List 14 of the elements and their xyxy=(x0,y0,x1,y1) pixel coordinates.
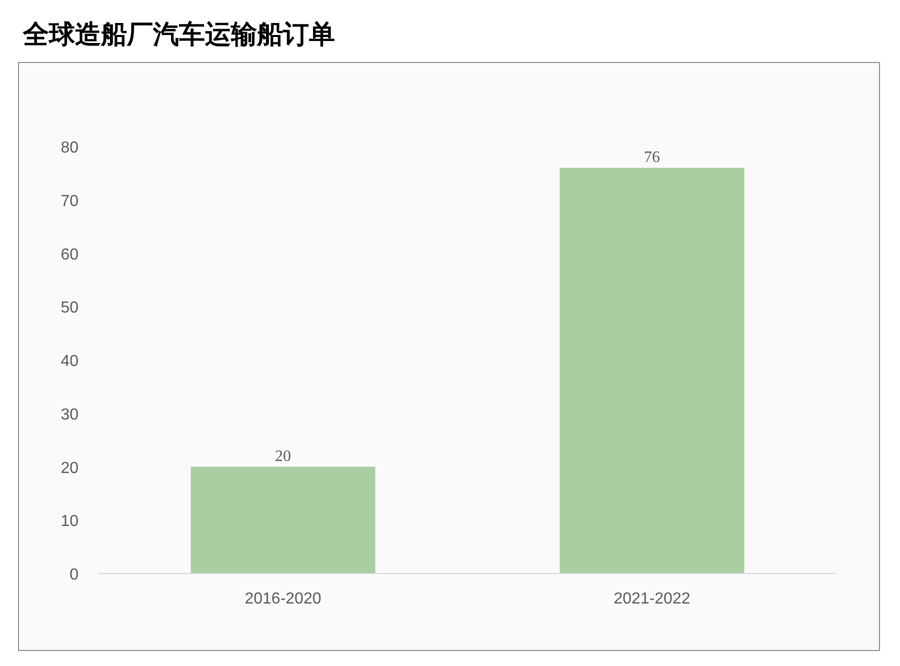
y-tick-label: 70 xyxy=(60,192,79,210)
x-tick-label: 2016-2020 xyxy=(244,590,322,608)
y-tick-label: 30 xyxy=(60,406,79,424)
chart-title: 全球造船厂汽车运输船订单 xyxy=(23,19,335,52)
y-tick-label: 80 xyxy=(60,140,79,156)
data-label: 76 xyxy=(644,148,660,166)
y-tick-label: 50 xyxy=(60,300,79,317)
x-tick-label: 2021-2022 xyxy=(614,590,690,608)
y-tick-label: 60 xyxy=(60,246,79,264)
y-tick-label: 40 xyxy=(60,353,79,370)
y-tick-label: 0 xyxy=(70,566,79,584)
data-label: 20 xyxy=(275,448,291,465)
y-tick-label: 10 xyxy=(60,513,79,530)
y-tick-label: 20 xyxy=(60,460,79,477)
